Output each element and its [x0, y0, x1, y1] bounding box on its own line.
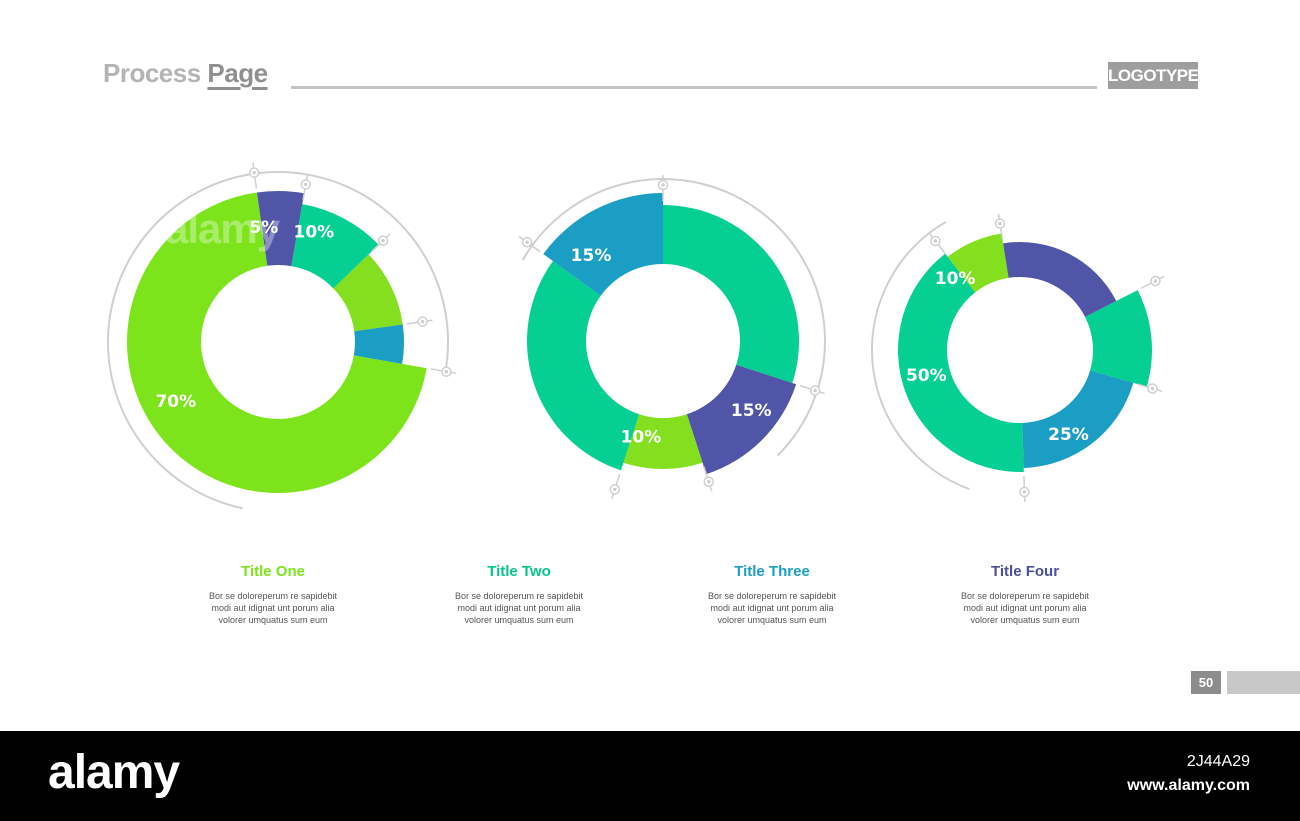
pie-1-knob-dot-5 [420, 319, 425, 324]
pie-2-knob-dot-5 [525, 240, 529, 245]
pie-chart-2: 15% 10% 15% [518, 175, 827, 500]
pie-2-label-3: 10% [621, 427, 662, 447]
caption-1-body: Bor se doloreperum re sapidebit modi aut… [208, 591, 338, 625]
stock-site: www.alamy.com [1127, 777, 1250, 794]
pie-1-slice-4 [333, 254, 403, 332]
pie-3-label-2: 25% [1048, 425, 1089, 445]
stock-footer: alamy 2J44A29 www.alamy.com [0, 731, 1300, 821]
page-title: Process Page [103, 58, 268, 89]
logotype: LOGOTYPE [1108, 62, 1199, 89]
pie-3-knob-dot-2 [1150, 386, 1155, 391]
pie-1-label-3: 10% [293, 223, 334, 243]
pie-1-slice-2 [256, 191, 305, 267]
page-number: 50 [1191, 671, 1221, 694]
pie-2-slice-3 [623, 414, 703, 469]
pie-3-label-4: 10% [935, 269, 976, 289]
pie-3-slice-4 [947, 233, 1009, 293]
page-number-bar [1227, 671, 1300, 694]
page-title-strong: Page [207, 58, 268, 88]
pie-chart-3: 25% 50% 10% [871, 213, 1165, 502]
pie-2-slice-5 [543, 193, 663, 296]
header-divider [291, 86, 1097, 89]
caption-3-body: Bor se doloreperum re sapidebit modi aut… [707, 591, 837, 625]
pie-1-knob-dot-2 [252, 170, 257, 175]
pie-3-slice-1 [1085, 290, 1153, 387]
pie-3-slice-2 [1022, 370, 1134, 468]
pie-1-knob-dot-1 [444, 369, 449, 374]
pie-1-guide-arc [107, 171, 449, 510]
pie-2-slice-2 [686, 364, 797, 475]
stock-image-id: 2J44A29 [1186, 753, 1250, 770]
pie-2-label-2: 15% [731, 401, 772, 421]
page-title-light: Process [103, 58, 201, 88]
pie-3-slice-5 [1003, 242, 1117, 317]
watermark: alamy [165, 205, 280, 252]
pie-1-label-1: 70% [155, 392, 196, 412]
charts-canvas: 70% 5% 10% 15% 10% 15% 25% 50% 10% [107, 162, 1165, 510]
pie-2-slice-4 [527, 261, 640, 471]
pie-3-slice-3 [898, 253, 1024, 472]
pie-3-knob-dot-4 [933, 239, 938, 243]
pie-1-slice-5 [353, 324, 404, 364]
pie-2-knob-dot-4 [612, 487, 617, 492]
pie-1-slice-1 [126, 192, 427, 493]
pie-2-knob-dot-2 [813, 388, 817, 393]
pie-1-knob-dot-4 [381, 238, 385, 243]
pie-1-knob-dot-3 [303, 182, 308, 187]
caption-2-title: Title Two [487, 563, 551, 580]
pie-2-guide-arc [521, 177, 827, 457]
pie-2-knob-dot-1 [661, 183, 665, 187]
pie-3-knob-dot-5 [998, 221, 1002, 226]
pie-3-knob-dot-3 [1022, 490, 1027, 494]
caption-4-body: Bor se doloreperum re sapidebit modi aut… [960, 591, 1090, 625]
caption-3: Title Three Bor se doloreperum re sapide… [672, 563, 872, 626]
pie-2-slice-1 [663, 205, 799, 384]
caption-4: Title Four Bor se doloreperum re sapideb… [925, 563, 1125, 626]
caption-1-title: Title One [241, 563, 305, 580]
pie-3-label-3: 50% [906, 366, 947, 386]
pie-chart-1: 70% 5% 10% [107, 162, 457, 510]
caption-1: Title One Bor se doloreperum re sapidebi… [173, 563, 373, 626]
pie-2-label-5: 15% [571, 246, 612, 266]
caption-2-body: Bor se doloreperum re sapidebit modi aut… [454, 591, 584, 625]
pie-3-guide-arc [871, 220, 970, 491]
caption-2: Title Two Bor se doloreperum re sapidebi… [419, 563, 619, 626]
caption-4-title: Title Four [990, 563, 1060, 580]
pie-1-label-2: 5% [249, 218, 278, 238]
pie-3-knob-dot-1 [1153, 279, 1158, 283]
caption-3-title: Title Three [734, 563, 810, 580]
stock-brand: alamy [48, 746, 180, 799]
pie-1-slice-3 [291, 204, 379, 289]
pie-2-knob-dot-3 [706, 479, 711, 484]
